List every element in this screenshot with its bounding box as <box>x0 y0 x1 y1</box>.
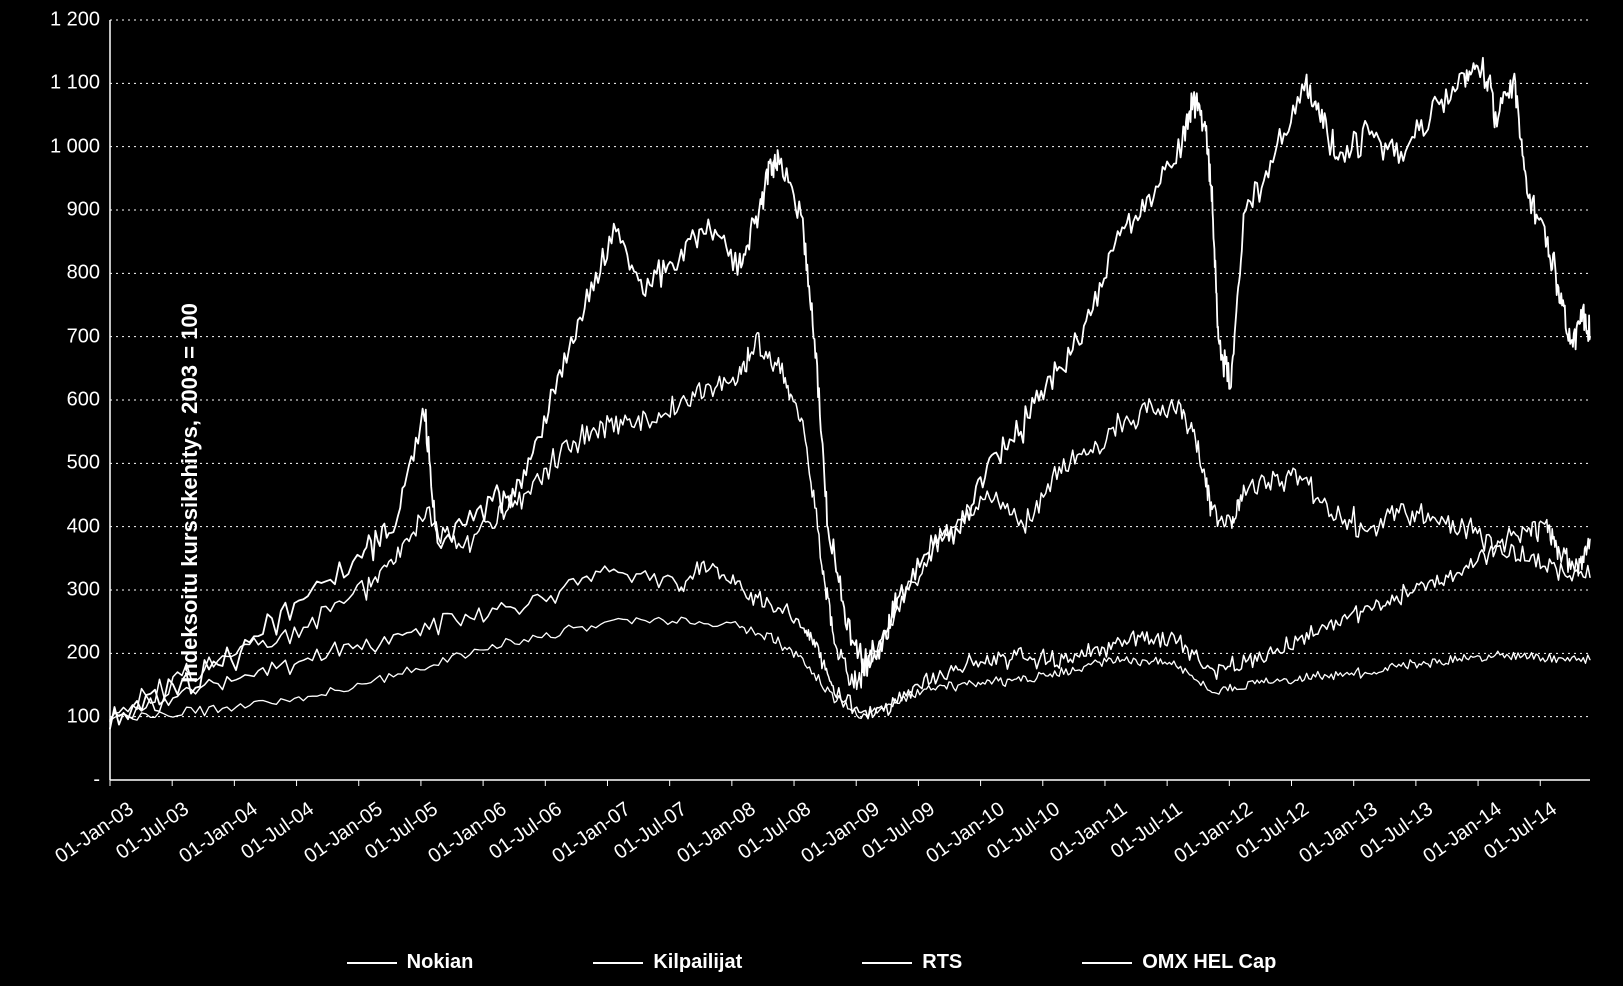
legend-item-kilpailijat: Kilpailijat <box>593 951 742 974</box>
legend-swatch <box>347 962 397 964</box>
legend-label: Kilpailijat <box>653 951 742 974</box>
y-tick-label: 900 <box>40 199 100 222</box>
legend-swatch <box>862 962 912 964</box>
legend-label: OMX HEL Cap <box>1142 951 1276 974</box>
y-tick-label: - <box>40 769 100 792</box>
y-tick-label: 400 <box>40 515 100 538</box>
y-tick-label: 1 200 <box>40 9 100 32</box>
y-tick-label: 300 <box>40 579 100 602</box>
y-tick-label: 500 <box>40 452 100 475</box>
legend-item-rts: RTS <box>862 951 962 974</box>
legend-swatch <box>593 962 643 964</box>
legend-item-omx: OMX HEL Cap <box>1082 951 1276 974</box>
legend: Nokian Kilpailijat RTS OMX HEL Cap <box>0 951 1623 974</box>
stock-index-chart: Indeksoitu kurssikehitys, 2003 = 100 Nok… <box>0 0 1623 986</box>
y-tick-label: 600 <box>40 389 100 412</box>
legend-label: Nokian <box>407 951 474 974</box>
y-tick-label: 200 <box>40 642 100 665</box>
y-tick-label: 1 100 <box>40 72 100 95</box>
y-tick-label: 1 000 <box>40 135 100 158</box>
y-tick-label: 100 <box>40 705 100 728</box>
legend-item-nokian: Nokian <box>347 951 474 974</box>
legend-swatch <box>1082 962 1132 964</box>
y-tick-label: 700 <box>40 325 100 348</box>
y-tick-label: 800 <box>40 262 100 285</box>
legend-label: RTS <box>922 951 962 974</box>
